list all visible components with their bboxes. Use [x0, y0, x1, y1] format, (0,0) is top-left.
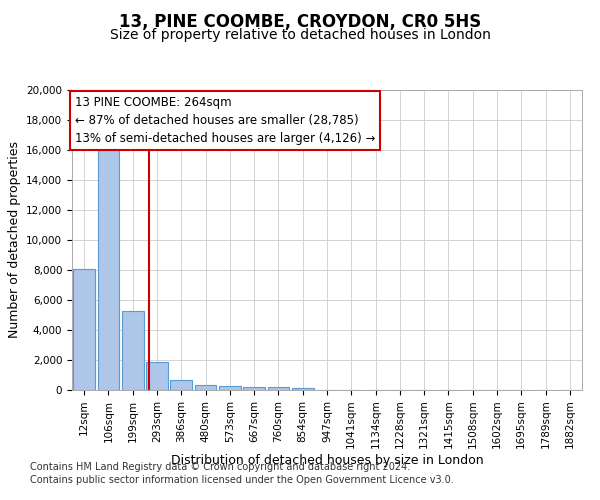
Bar — [122, 310, 143, 390]
X-axis label: Distribution of detached houses by size in London: Distribution of detached houses by size … — [170, 454, 484, 467]
Bar — [292, 388, 314, 390]
Y-axis label: Number of detached properties: Number of detached properties — [8, 142, 20, 338]
Bar — [146, 362, 168, 390]
Bar — [170, 380, 192, 390]
Bar — [268, 387, 289, 390]
Bar — [219, 386, 241, 390]
Bar — [243, 386, 265, 390]
Text: 13, PINE COOMBE, CROYDON, CR0 5HS: 13, PINE COOMBE, CROYDON, CR0 5HS — [119, 12, 481, 30]
Text: Size of property relative to detached houses in London: Size of property relative to detached ho… — [110, 28, 490, 42]
Bar — [73, 268, 95, 390]
Text: 13 PINE COOMBE: 264sqm
← 87% of detached houses are smaller (28,785)
13% of semi: 13 PINE COOMBE: 264sqm ← 87% of detached… — [74, 96, 375, 145]
Text: Contains HM Land Registry data © Crown copyright and database right 2024.: Contains HM Land Registry data © Crown c… — [30, 462, 410, 472]
Text: Contains public sector information licensed under the Open Government Licence v3: Contains public sector information licen… — [30, 475, 454, 485]
Bar — [97, 142, 119, 390]
Bar — [194, 385, 217, 390]
